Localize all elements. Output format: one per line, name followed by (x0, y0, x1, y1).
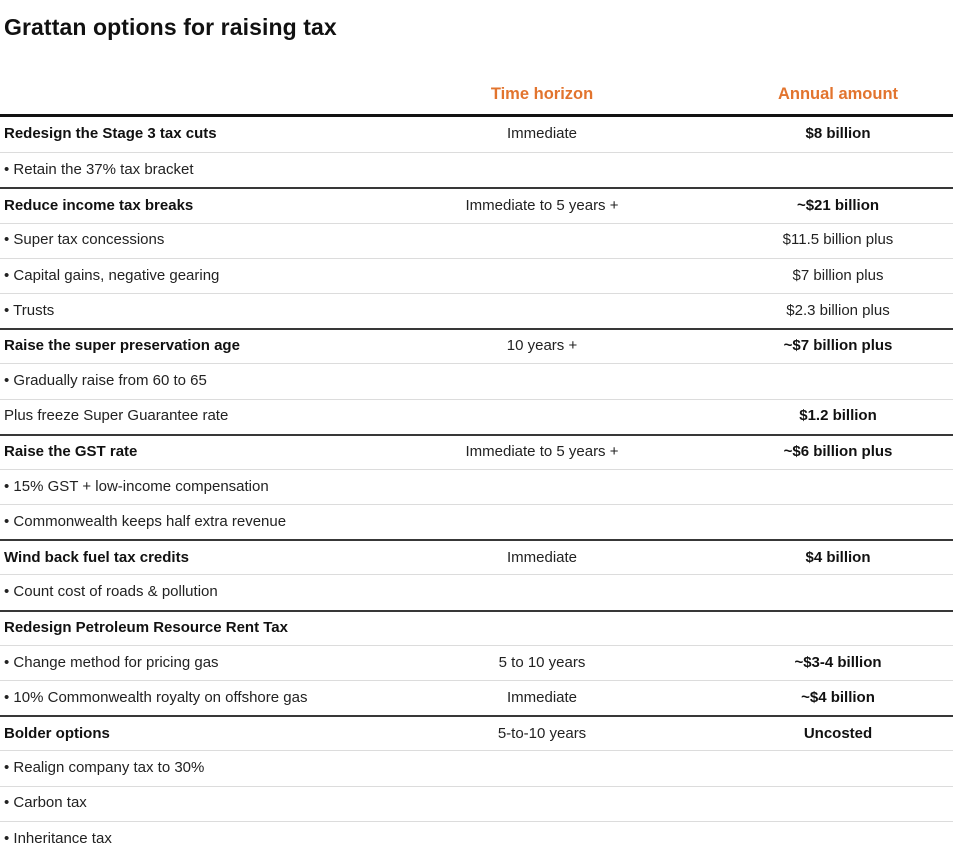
table-header-row: Time horizon Annual amount (0, 85, 953, 117)
row-label: • Change method for pricing gas (4, 654, 219, 671)
table-row: • Commonwealth keeps half extra revenue (0, 504, 953, 539)
row-annual-amount: $2.3 billion plus (786, 302, 890, 319)
table-row: • 10% Commonwealth royalty on offshore g… (0, 680, 953, 715)
table-row: • Count cost of roads & pollution (0, 574, 953, 609)
row-annual-amount: $1.2 billion (799, 408, 877, 425)
row-time-horizon: 10 years + (506, 338, 578, 355)
row-time-horizon: 5 to 10 years (498, 654, 586, 671)
row-annual-amount: Uncosted (803, 725, 873, 742)
row-label: • Count cost of roads & pollution (4, 584, 218, 601)
table-row: Wind back fuel tax credits Immediate $4 … (0, 539, 953, 574)
table-row: • Gradually raise from 60 to 65 (0, 363, 953, 398)
column-header-annual-amount: Annual amount (777, 85, 899, 103)
row-label: • Inheritance tax (4, 830, 112, 847)
table-row: • Realign company tax to 30% (0, 750, 953, 785)
row-label: • Super tax concessions (4, 232, 165, 249)
table-row: • Inheritance tax (0, 820, 953, 856)
row-annual-amount: ~$4 billion (801, 689, 875, 706)
table-row: Reduce income tax breaks Immediate to 5 … (0, 187, 953, 222)
row-label: Plus freeze Super Guarantee rate (4, 408, 229, 425)
row-label: • 15% GST + low-income compensation (4, 478, 269, 495)
row-label: Redesign Petroleum Resource Rent Tax (4, 619, 288, 636)
row-time-horizon: Immediate to 5 years + (465, 444, 619, 461)
row-annual-amount: $8 billion (805, 126, 871, 143)
row-label: • Gradually raise from 60 to 65 (4, 373, 207, 390)
table-row: • Trusts $2.3 billion plus (0, 292, 953, 328)
table-body: Redesign the Stage 3 tax cuts Immediate … (0, 117, 953, 856)
table-row: Plus freeze Super Guarantee rate $1.2 bi… (0, 398, 953, 434)
row-label: • Carbon tax (4, 795, 87, 812)
row-annual-amount: ~$7 billion plus (783, 338, 893, 355)
row-label: Redesign the Stage 3 tax cuts (4, 126, 217, 143)
row-annual-amount: $11.5 billion plus (782, 232, 894, 249)
table-row: Raise the GST rate Immediate to 5 years … (0, 433, 953, 469)
table-row: • Carbon tax (0, 785, 953, 821)
tax-options-table: Time horizon Annual amount Redesign the … (0, 85, 953, 856)
table-row: • Change method for pricing gas 5 to 10 … (0, 644, 953, 680)
row-label: • Trusts (4, 302, 55, 319)
row-time-horizon: Immediate (506, 689, 578, 706)
row-time-horizon: 5-to-10 years (497, 725, 587, 742)
row-label: Reduce income tax breaks (4, 197, 194, 214)
table-row: Bolder options 5-to-10 years Uncosted (0, 715, 953, 750)
row-annual-amount: $4 billion (805, 549, 871, 566)
table-row: Redesign the Stage 3 tax cuts Immediate … (0, 117, 953, 152)
row-annual-amount: $7 billion plus (792, 267, 884, 284)
row-label: Bolder options (4, 725, 110, 742)
row-time-horizon: Immediate to 5 years + (465, 197, 619, 214)
column-header-time-horizon: Time horizon (490, 85, 594, 103)
row-annual-amount: ~$21 billion (796, 197, 880, 214)
row-time-horizon: Immediate (506, 549, 578, 566)
table-row: • Capital gains, negative gearing $7 bil… (0, 257, 953, 293)
table-row: • Retain the 37% tax bracket (0, 152, 953, 187)
table-row: • Super tax concessions $11.5 billion pl… (0, 222, 953, 258)
table-row: Redesign Petroleum Resource Rent Tax (0, 609, 953, 645)
row-label: Wind back fuel tax credits (4, 549, 189, 566)
row-label: • Capital gains, negative gearing (4, 267, 220, 284)
page-title: Grattan options for raising tax (4, 14, 337, 40)
row-label: • Commonwealth keeps half extra revenue (4, 513, 287, 530)
row-label: Raise the GST rate (4, 444, 138, 461)
row-label: • Realign company tax to 30% (4, 760, 205, 777)
row-label: • 10% Commonwealth royalty on offshore g… (4, 689, 308, 706)
table-row: Raise the super preservation age 10 year… (0, 328, 953, 363)
row-label: Raise the super preservation age (4, 338, 240, 355)
row-annual-amount: ~$6 billion plus (783, 444, 893, 461)
row-time-horizon: Immediate (506, 126, 578, 143)
row-annual-amount: ~$3-4 billion (794, 654, 882, 671)
table-row: • 15% GST + low-income compensation (0, 468, 953, 504)
row-label: • Retain the 37% tax bracket (4, 162, 194, 179)
